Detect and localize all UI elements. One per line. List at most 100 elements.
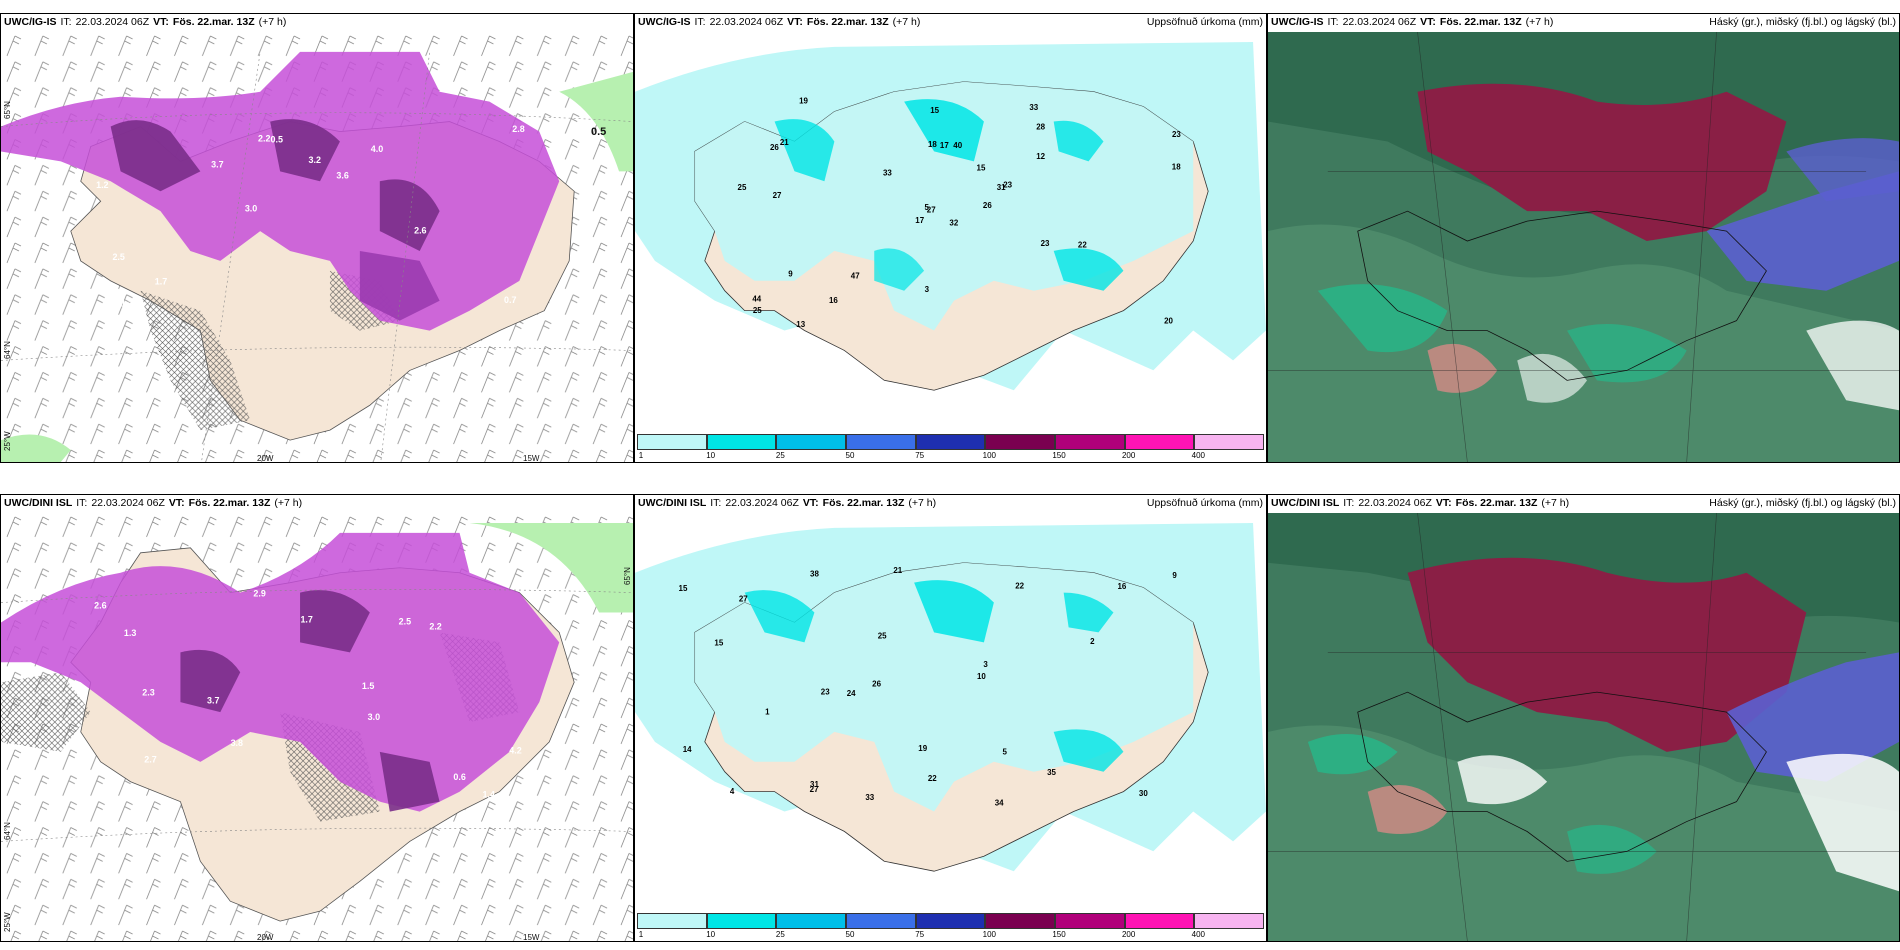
precip-value: 2 xyxy=(1090,637,1095,646)
legend-label: 75 xyxy=(915,930,925,939)
legend-label: 10 xyxy=(706,930,716,939)
precip-legend: 1 10 25 50 75 100 150 200 400 xyxy=(637,434,1264,460)
vt-value: Fös. 22.mar. 13Z xyxy=(172,16,255,28)
icing-map: 0.7 1.2 2.8 3.0 4.0 1.3 2.2 3.2 2.5 3.7 2.9 1.7 0.5 3… xyxy=(1,32,633,462)
icing-map-svg: 1.4 2.3 3.0 2.6 4.2 1.3 2.7 3.7 2.2 1.7 2.5 0.6 3.8 2… xyxy=(1,513,633,941)
vt-label: VT: xyxy=(787,16,803,28)
lead-time: (+7 h) xyxy=(1541,497,1570,509)
panel-header: UWC/DINI ISL IT: 22.03.2024 06Z VT: Fös.… xyxy=(635,495,1266,512)
precip-value: 20 xyxy=(1164,316,1173,325)
precip-value: 33 xyxy=(883,168,892,177)
icing-value-labels: 0.7 1.2 2.8 3.0 4.0 1.3 2.2 3.2 2.5 3.7 2.9 1.7 0.5 3… xyxy=(76,124,525,308)
legend-label: 150 xyxy=(1052,930,1066,939)
panel-header: UWC/IG-IS IT: 22.03.2024 06Z VT: Fös. 22… xyxy=(1268,14,1899,31)
lat-label-65n: 65°N xyxy=(623,567,632,585)
lead-time: (+7 h) xyxy=(908,497,937,509)
precip-value: 26 xyxy=(872,679,881,688)
icing-value: 0.7 xyxy=(504,295,516,305)
it-value: 22.03.2024 06Z xyxy=(91,497,165,509)
cloud-map xyxy=(1268,32,1899,462)
precip-value: 3 xyxy=(983,660,988,669)
precip-value: 26 xyxy=(770,143,779,152)
icing-value: 2.7 xyxy=(144,755,156,765)
vt-label: VT: xyxy=(153,16,169,28)
precip-value: 25 xyxy=(738,183,747,192)
precip-value: 32 xyxy=(949,219,958,228)
precip-value: 23 xyxy=(1003,181,1012,190)
it-label: IT: xyxy=(710,497,722,509)
icing-value: 3.8 xyxy=(231,738,243,748)
model-name: UWC/IG-IS xyxy=(638,16,691,28)
legend-label: 50 xyxy=(845,930,855,939)
contour-label: 0.5 xyxy=(591,126,607,138)
precip-value: 13 xyxy=(796,320,805,329)
legend-label: 100 xyxy=(982,451,997,460)
icing-value: 2.5 xyxy=(399,617,411,627)
it-value: 22.03.2024 06Z xyxy=(709,16,784,28)
panel-title: Háský (gr.), miðský (fj.bl.) og lágský (… xyxy=(1709,497,1896,509)
icing-value: 2.9 xyxy=(253,589,265,599)
legend-label: 1 xyxy=(638,930,644,939)
icing-panel-top: UWC/IG-IS IT: 22.03.2024 06Z VT: Fös. 22… xyxy=(0,13,634,463)
legend-swatch xyxy=(1055,913,1125,929)
lon-label-15w: 15W xyxy=(523,933,540,942)
precip-value: 12 xyxy=(1036,152,1045,161)
icing-value: 3.2 xyxy=(309,155,321,165)
it-label: IT: xyxy=(694,16,706,28)
lon-label-20w: 20W xyxy=(257,933,274,942)
legend-swatch xyxy=(637,434,707,450)
cloud-panel-top: UWC/IG-IS IT: 22.03.2024 06Z VT: Fös. 22… xyxy=(1267,13,1900,463)
precip-value: 25 xyxy=(753,306,762,315)
precip-value: 27 xyxy=(739,595,748,604)
icing-value: 2.2 xyxy=(429,621,441,631)
lead-time: (+7 h) xyxy=(274,497,303,509)
precip-value: 15 xyxy=(977,164,986,173)
it-value: 22.03.2024 06Z xyxy=(1358,497,1432,509)
legend-swatch xyxy=(776,434,846,450)
precip-value: 33 xyxy=(1029,103,1038,112)
precip-value: 1 xyxy=(765,707,770,716)
lat-label-64n: 64°N xyxy=(3,341,12,359)
precip-value: 22 xyxy=(928,774,937,783)
vt-label: VT: xyxy=(802,497,819,509)
panel-title: Uppsöfnuð úrkoma (mm) xyxy=(1146,16,1263,28)
precip-value: 9 xyxy=(788,269,793,278)
precip-value: 19 xyxy=(799,97,808,106)
precip-value: 27 xyxy=(773,191,782,200)
precip-value: 33 xyxy=(865,793,874,802)
it-value: 22.03.2024 06Z xyxy=(75,16,150,28)
icing-value: 3.0 xyxy=(368,712,380,722)
precip-value: 44 xyxy=(752,295,761,304)
legend-swatch xyxy=(985,913,1055,929)
it-value: 22.03.2024 06Z xyxy=(1342,16,1417,28)
it-label: IT: xyxy=(60,16,72,28)
lon-label-15w: 15W xyxy=(523,454,540,463)
lead-time: (+7 h) xyxy=(892,16,921,28)
legend-swatch xyxy=(1194,434,1264,450)
icing-map-svg: 0.7 1.2 2.8 3.0 4.0 1.3 2.2 3.2 2.5 3.7 2.9 1.7 0.5 3… xyxy=(1,32,633,462)
lon-label-25w: 25°W xyxy=(3,431,12,451)
vt-value: Fös. 22.mar. 13Z xyxy=(188,497,271,509)
icing-value: 1.7 xyxy=(155,276,167,286)
legend-label: 1 xyxy=(638,451,644,460)
icing-value: 1.4 xyxy=(482,789,494,799)
lon-label-20w: 20W xyxy=(257,454,274,463)
precip-value: 14 xyxy=(683,745,692,754)
precip-value: 31 xyxy=(810,780,819,789)
panel-header: UWC/IG-IS IT: 22.03.2024 06Z VT: Fös. 22… xyxy=(1,14,633,31)
icing-value: 1.2 xyxy=(96,180,108,190)
precip-value-labels: 3334313538272330212516222619221015272415… xyxy=(679,566,1178,808)
precip-value: 25 xyxy=(878,631,887,640)
vt-label: VT: xyxy=(1420,16,1436,28)
precip-panel-bottom: UWC/DINI ISL IT: 22.03.2024 06Z VT: Fös.… xyxy=(634,494,1267,942)
icing-value: 2.2 xyxy=(258,134,270,144)
panel-header: UWC/DINI ISL IT: 22.03.2024 06Z VT: Fös.… xyxy=(1268,495,1899,512)
precip-value: 17 xyxy=(940,141,949,150)
icing-value: 3.6 xyxy=(336,171,348,181)
legend-label: 200 xyxy=(1121,451,1136,460)
vt-value: Fös. 22.mar. 13Z xyxy=(822,497,905,509)
vt-label: VT: xyxy=(168,497,185,509)
icing-value: 1.3 xyxy=(124,628,136,638)
precip-value: 4 xyxy=(730,787,735,796)
it-value: 22.03.2024 06Z xyxy=(725,497,799,509)
